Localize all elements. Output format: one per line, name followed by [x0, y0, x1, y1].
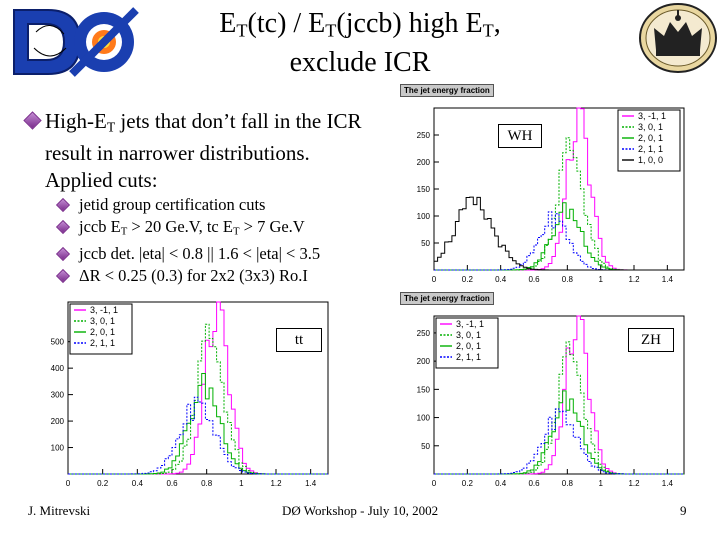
- bullet-diamond-icon: [55, 247, 71, 262]
- legend-entry-label: 3, -1, 1: [638, 111, 666, 121]
- y-tick-label: 50: [421, 239, 430, 248]
- histogram-series-3: [68, 396, 328, 475]
- x-tick-label: 0: [432, 275, 437, 284]
- y-tick-label: 100: [417, 414, 431, 423]
- y-tick-label: 400: [51, 364, 65, 373]
- bullet-diamond-icon: [55, 219, 71, 234]
- x-tick-label: 0.2: [97, 479, 109, 488]
- x-tick-label: 1: [598, 479, 603, 488]
- chart-panel-tt: 0 0.2 0.4 0.6 0.8 1 1.2 1.4 100 200 300 400 500 3, -1…: [32, 290, 342, 496]
- x-tick-label: 0: [66, 479, 71, 488]
- x-tick-label: 0: [432, 479, 437, 488]
- x-tick-label: 1.2: [628, 479, 640, 488]
- chart-panel-title: The jet energy fraction: [400, 84, 494, 97]
- x-tick-label: 1.4: [305, 479, 317, 488]
- y-tick-label: 200: [417, 158, 431, 167]
- chart-label-zh: ZH: [628, 328, 674, 352]
- legend-entry-label: 2, 1, 1: [90, 338, 115, 348]
- chart-wh: 0 0.2 0.4 0.6 0.8 1 1.2 1.4 50 100 150 200 250 3, -1,…: [417, 107, 685, 284]
- y-tick-label: 250: [417, 329, 431, 338]
- y-tick-label: 300: [51, 391, 65, 400]
- x-tick-label: 0.2: [462, 275, 474, 284]
- sub-bullet-item: jccb ET > 20 Ge.V, tc ET > 7 Ge.V: [55, 216, 397, 243]
- y-tick-label: 200: [417, 357, 431, 366]
- footer-event: DØ Workshop - July 10, 2002: [282, 503, 439, 518]
- legend-entry-label: 3, -1, 1: [90, 305, 118, 315]
- bullet-diamond-icon: [55, 268, 71, 284]
- legend-entry-label: 3, 0, 1: [90, 316, 115, 326]
- legend-box: [69, 303, 133, 355]
- legend-entry-label: 2, 0, 1: [638, 133, 663, 143]
- footer-author: J. Mitrevski: [28, 503, 91, 518]
- x-tick-label: 1.4: [662, 275, 674, 284]
- histogram-series-3: [434, 408, 684, 475]
- x-tick-label: 0.2: [462, 479, 474, 488]
- legend-entry-label: 1, 0, 0: [638, 155, 663, 165]
- chart-tt: 0 0.2 0.4 0.6 0.8 1 1.2 1.4 100 200 300 400 500 3, -1…: [51, 301, 329, 488]
- x-tick-label: 1: [239, 479, 244, 488]
- x-tick-label: 1.4: [662, 479, 674, 488]
- y-tick-label: 150: [417, 185, 431, 194]
- sub-bullet-list: jetid group certification cuts jccb ET >…: [55, 194, 397, 287]
- x-tick-label: 0.8: [562, 479, 574, 488]
- y-tick-label: 50: [421, 442, 430, 451]
- legend-entry-label: 3, 0, 1: [456, 330, 481, 340]
- histogram-series-4: [433, 196, 684, 271]
- legend-entry-label: 2, 0, 1: [456, 341, 481, 351]
- y-tick-label: 150: [417, 385, 431, 394]
- x-tick-label: 0.4: [132, 479, 144, 488]
- legend-entry-label: 3, -1, 1: [456, 319, 484, 329]
- x-tick-label: 0.8: [562, 275, 574, 284]
- chart-panel-zh: The jet energy fraction 0 0.2 0.4 0.6 0.8 1 1.…: [398, 292, 698, 496]
- y-tick-label: 100: [417, 212, 431, 221]
- x-tick-label: 0.8: [201, 479, 213, 488]
- sub-bullet-item: ΔR < 0.25 (0.3) for 2x2 (3x3) Ro.I: [55, 265, 397, 287]
- legend-box: [617, 109, 681, 172]
- x-tick-label: 0.4: [495, 479, 507, 488]
- chart-panel-wh: The jet energy fraction 0 0.2 0.4 0.6 0.8 1 1.…: [398, 84, 698, 292]
- chart-label-wh: WH: [498, 124, 542, 148]
- page-number: 9: [680, 503, 687, 518]
- d0-experiment-logo-icon: [6, 4, 142, 80]
- x-tick-label: 0.6: [166, 479, 178, 488]
- bullet-diamond-icon: [23, 111, 42, 130]
- x-tick-label: 0.6: [528, 275, 540, 284]
- main-bullet: High-ET jets that don’t fall in the ICR …: [20, 108, 380, 194]
- chart-label-tt: tt: [276, 328, 322, 352]
- x-tick-label: 0.6: [528, 479, 540, 488]
- chart-panel-title: The jet energy fraction: [400, 292, 494, 305]
- crown-crest-icon: [638, 2, 718, 74]
- x-tick-label: 0.4: [495, 275, 507, 284]
- y-tick-label: 250: [417, 131, 431, 140]
- y-tick-label: 500: [51, 338, 65, 347]
- y-tick-label: 200: [51, 417, 65, 426]
- legend-box: [435, 317, 499, 369]
- x-tick-label: 1.2: [628, 275, 640, 284]
- sub-bullet-item: jccb det. |eta| < 0.8 || 1.6 < |eta| < 3…: [55, 243, 397, 265]
- x-tick-label: 1: [598, 275, 603, 284]
- legend-entry-label: 3, 0, 1: [638, 122, 663, 132]
- legend-entry-label: 2, 1, 1: [638, 144, 663, 154]
- sub-bullet-item: jetid group certification cuts: [55, 194, 397, 216]
- slide-title: ET(tc) / ET(jccb) high ET, exclude ICR: [219, 8, 501, 78]
- bullet-diamond-icon: [55, 197, 71, 213]
- x-tick-label: 1.2: [270, 479, 282, 488]
- y-tick-label: 100: [51, 444, 65, 453]
- legend-entry-label: 2, 1, 1: [456, 352, 481, 362]
- legend-entry-label: 2, 0, 1: [90, 327, 115, 337]
